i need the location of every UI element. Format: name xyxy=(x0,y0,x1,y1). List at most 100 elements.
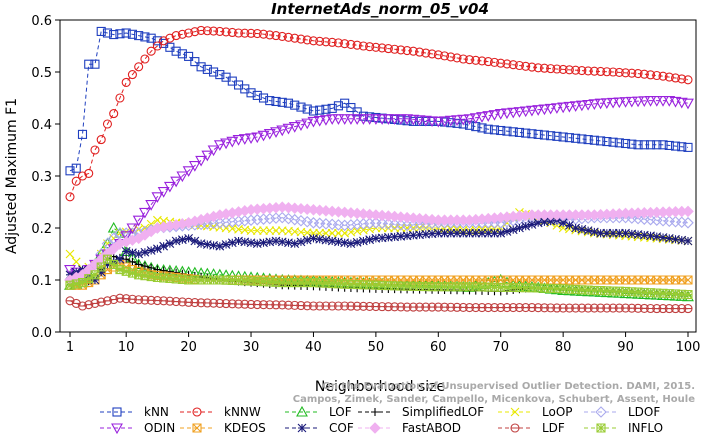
legend-marker xyxy=(192,423,202,433)
data-point xyxy=(677,74,687,84)
data-point xyxy=(146,271,156,282)
data-point xyxy=(115,29,125,39)
data-point xyxy=(608,137,618,147)
data-point xyxy=(645,70,656,80)
data-point xyxy=(575,100,588,112)
data-point xyxy=(458,228,468,238)
data-point xyxy=(332,114,345,125)
data-point xyxy=(276,125,289,137)
data-point xyxy=(371,234,381,243)
data-point xyxy=(369,114,382,125)
data-point xyxy=(663,96,676,107)
data-point xyxy=(77,171,88,181)
legend-item: ODIN xyxy=(100,421,175,434)
legend-marker xyxy=(510,407,520,417)
data-point xyxy=(670,141,681,151)
data-point xyxy=(96,267,106,277)
data-point xyxy=(153,265,162,274)
legend-item: FastABOD xyxy=(358,421,461,434)
data-point xyxy=(140,271,150,281)
data-point xyxy=(240,237,250,247)
legend-marker xyxy=(369,422,381,434)
data-point xyxy=(415,230,424,240)
data-point xyxy=(115,93,125,103)
data-point xyxy=(107,221,120,233)
data-point xyxy=(170,176,183,188)
data-point xyxy=(446,228,456,238)
data-point xyxy=(333,101,343,111)
data-point xyxy=(496,228,506,238)
data-point xyxy=(284,238,293,248)
data-point xyxy=(627,229,637,239)
data-point xyxy=(577,66,587,76)
data-point xyxy=(683,275,693,285)
data-point xyxy=(209,240,218,250)
data-point xyxy=(413,218,426,231)
data-point xyxy=(439,51,450,61)
data-point xyxy=(494,109,507,120)
data-point xyxy=(177,29,187,39)
data-point xyxy=(433,50,443,60)
data-point xyxy=(258,93,269,103)
data-point xyxy=(126,223,139,235)
data-point xyxy=(371,42,381,52)
data-point xyxy=(521,221,531,231)
data-point xyxy=(571,133,581,143)
series-inflo xyxy=(65,254,693,300)
data-point xyxy=(134,62,144,72)
data-point xyxy=(277,31,287,42)
data-point xyxy=(90,270,100,280)
series-line xyxy=(69,30,689,172)
data-point xyxy=(313,115,326,127)
data-point xyxy=(557,102,570,114)
data-point xyxy=(650,96,663,107)
data-point xyxy=(290,100,300,110)
data-point xyxy=(196,62,206,72)
data-point xyxy=(633,140,643,150)
data-point xyxy=(533,218,543,228)
data-point xyxy=(252,239,262,248)
y-tick-label: 0.6 xyxy=(31,14,52,29)
data-point xyxy=(184,234,193,243)
legend-item: LoOP xyxy=(498,405,573,419)
data-point xyxy=(282,123,295,135)
data-point xyxy=(232,135,245,146)
data-point xyxy=(265,237,275,247)
legend-marker xyxy=(510,423,520,433)
data-point xyxy=(271,31,281,41)
data-point xyxy=(564,65,574,75)
legend-item: LOF xyxy=(285,405,352,419)
data-point xyxy=(290,239,300,248)
series-layer xyxy=(64,25,694,314)
data-point xyxy=(539,63,549,73)
data-point xyxy=(494,217,507,229)
data-point xyxy=(152,41,162,51)
data-point xyxy=(457,114,470,126)
data-point xyxy=(190,236,200,246)
legend-marker xyxy=(595,406,607,418)
data-point xyxy=(277,237,287,247)
legend-label: KDEOS xyxy=(224,421,266,434)
data-point xyxy=(621,138,631,149)
data-point xyxy=(521,128,531,138)
data-point xyxy=(165,33,175,43)
data-point xyxy=(296,102,306,112)
data-point xyxy=(140,32,150,42)
data-point xyxy=(134,270,144,280)
data-point xyxy=(296,34,306,44)
legend-marker xyxy=(371,408,379,416)
series-line xyxy=(69,29,689,197)
data-point xyxy=(658,140,668,150)
data-point xyxy=(471,55,481,65)
legend-label: SimplifiedLOF xyxy=(402,405,484,419)
data-point xyxy=(240,28,250,38)
data-point xyxy=(171,236,181,246)
data-point xyxy=(188,161,201,172)
legend-marker xyxy=(192,407,202,417)
data-point xyxy=(683,304,693,314)
data-point xyxy=(427,229,437,239)
data-point xyxy=(140,54,150,64)
data-point xyxy=(146,246,156,255)
data-point xyxy=(639,69,649,79)
